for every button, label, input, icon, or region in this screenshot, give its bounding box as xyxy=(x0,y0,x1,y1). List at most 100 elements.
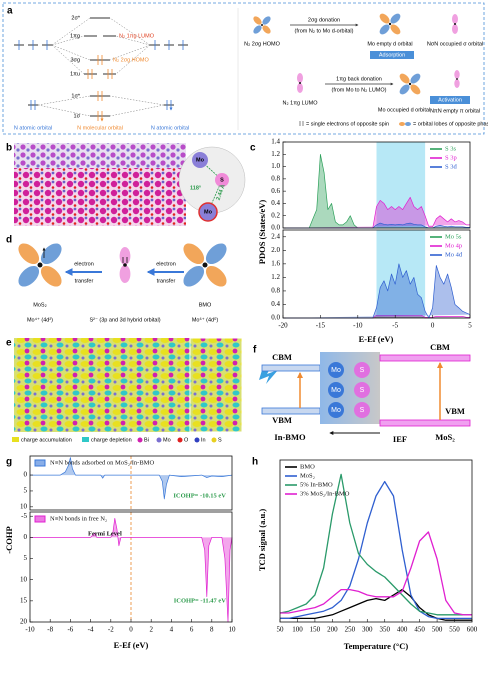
y-axis-label: PDOS (States/eV) xyxy=(257,200,267,265)
highlight-band xyxy=(376,142,426,228)
level-label: 1σ xyxy=(74,113,81,119)
x-tick-label: 550 xyxy=(449,626,460,634)
path xyxy=(299,121,304,126)
y-tick-label: 0.8 xyxy=(271,174,280,182)
circle xyxy=(354,382,370,398)
x-tick-label: 500 xyxy=(432,626,443,634)
y-tick-label: 10 xyxy=(20,502,28,510)
x-tick-label: -8 xyxy=(47,626,53,634)
angle-label: 118° xyxy=(190,185,201,191)
y-tick-label: 0.2 xyxy=(271,211,280,219)
annotation: Fermi Level xyxy=(88,530,122,537)
key-label: = orbital lobes of opposite phase xyxy=(413,121,488,127)
series-line xyxy=(280,588,472,621)
path xyxy=(122,257,128,263)
axis-label: N molecular orbital xyxy=(77,125,123,131)
x-tick-label: -15 xyxy=(316,322,326,330)
series-line xyxy=(279,473,472,616)
process-label: 2σg donation xyxy=(308,17,340,23)
orbital-label: N₂ 2σg HOMO xyxy=(244,41,281,47)
circle xyxy=(354,402,370,418)
panel-b: b Mo S 118° 2.44 Å Mo xyxy=(6,143,246,226)
process-label: 1πg back donation xyxy=(336,76,382,82)
band-label: VBM xyxy=(272,415,292,425)
atom-label: S xyxy=(220,177,224,183)
circle xyxy=(177,437,183,443)
step-label: Activation xyxy=(438,97,462,103)
panel-label: g xyxy=(6,457,12,468)
y-tick-label: 1.4 xyxy=(271,138,280,146)
rect xyxy=(14,168,186,226)
ion-label: S xyxy=(360,387,365,394)
x-axis-label: Temperature (°C) xyxy=(344,641,409,651)
legend-label: 3% MoS₂/In-BMO xyxy=(300,490,350,497)
circle xyxy=(192,152,208,168)
homo-label: N₂ 2σg HOMO xyxy=(113,57,150,63)
x-tick-label: -20 xyxy=(278,322,288,330)
legend-label: In xyxy=(201,437,206,443)
panel-f: f Mo Mo Mo S S S CBM VBM In-BMO CBM VBM … xyxy=(253,342,471,444)
y-axis-label: -COHP xyxy=(4,526,14,553)
rect xyxy=(261,407,321,415)
legend-label: N≡N bonds in free N₂ xyxy=(50,515,107,522)
arrow-label: electron xyxy=(156,261,176,267)
legend-label: Mo 5s xyxy=(445,233,462,240)
y-tick-label: 1.2 xyxy=(271,273,280,281)
plot-frame xyxy=(282,229,471,319)
y-tick-label: 2.4 xyxy=(271,232,280,240)
y-tick-label: 1.6 xyxy=(271,259,280,267)
y-tick-label: 10 xyxy=(20,575,28,583)
legend-label: O xyxy=(184,437,189,443)
series-line xyxy=(280,531,472,616)
x-tick-label: 400 xyxy=(397,626,408,634)
lumo-label: N₂ 1πg LUMO xyxy=(119,33,155,39)
level-label: 1πg xyxy=(70,33,80,39)
legend-label: charge accumulation xyxy=(21,437,72,443)
step-label: Adsorption xyxy=(379,52,405,58)
panel-a: a 2σ* 1πg 3σg 1πu 1σ* 1σ N₂ 1πg LUMO N₂ … xyxy=(2,2,488,135)
circle xyxy=(328,362,344,378)
x-tick-label: 0 xyxy=(129,626,133,634)
material-label: MoS₂ xyxy=(435,432,455,442)
y-tick-label: 2.0 xyxy=(271,246,280,254)
state-label: Mo⁶⁺ (4d⁰) xyxy=(192,316,218,323)
path xyxy=(199,159,223,213)
rect xyxy=(2,2,485,135)
x-tick-label: 300 xyxy=(362,626,373,634)
path xyxy=(87,55,113,121)
series-line xyxy=(30,517,233,623)
path xyxy=(109,17,165,117)
series-line xyxy=(280,480,472,620)
x-tick-label: 6 xyxy=(190,626,194,634)
legend-label: S 3s xyxy=(445,145,456,152)
panel-d: d electron transfer electron transfer Mo… xyxy=(6,235,231,323)
panel-label: a xyxy=(7,6,13,17)
use xyxy=(397,71,423,97)
legend-label: BMO xyxy=(300,463,315,470)
circle xyxy=(137,437,143,443)
y-tick-label: 15 xyxy=(20,596,28,604)
x-tick-label: 350 xyxy=(379,626,390,634)
state-label: Mo⁴⁺ (4d²) xyxy=(27,316,53,323)
y-tick-label: 0.8 xyxy=(271,287,280,295)
rect xyxy=(12,437,19,442)
rect xyxy=(430,96,470,104)
level-label: 3σg xyxy=(70,57,80,63)
y-tick-label: 5 xyxy=(24,487,28,495)
panel-label: c xyxy=(250,143,256,154)
x-tick-label: 4 xyxy=(170,626,174,634)
x-tick-label: -5 xyxy=(392,322,398,330)
x-tick-label: 2 xyxy=(149,626,153,634)
x-tick-label: 600 xyxy=(467,626,478,634)
circle xyxy=(215,173,229,187)
g xyxy=(18,40,184,110)
panel-label: d xyxy=(6,235,12,246)
y-tick-label: 0.0 xyxy=(271,314,280,322)
circle xyxy=(156,437,162,443)
y-tick-label: 0.6 xyxy=(271,187,280,195)
x-tick-label: 0 xyxy=(431,322,435,330)
x-axis-label: E-Ef (eV) xyxy=(359,334,394,344)
y-tick-label: 0.4 xyxy=(271,300,280,308)
x-tick-label: 100 xyxy=(292,626,303,634)
